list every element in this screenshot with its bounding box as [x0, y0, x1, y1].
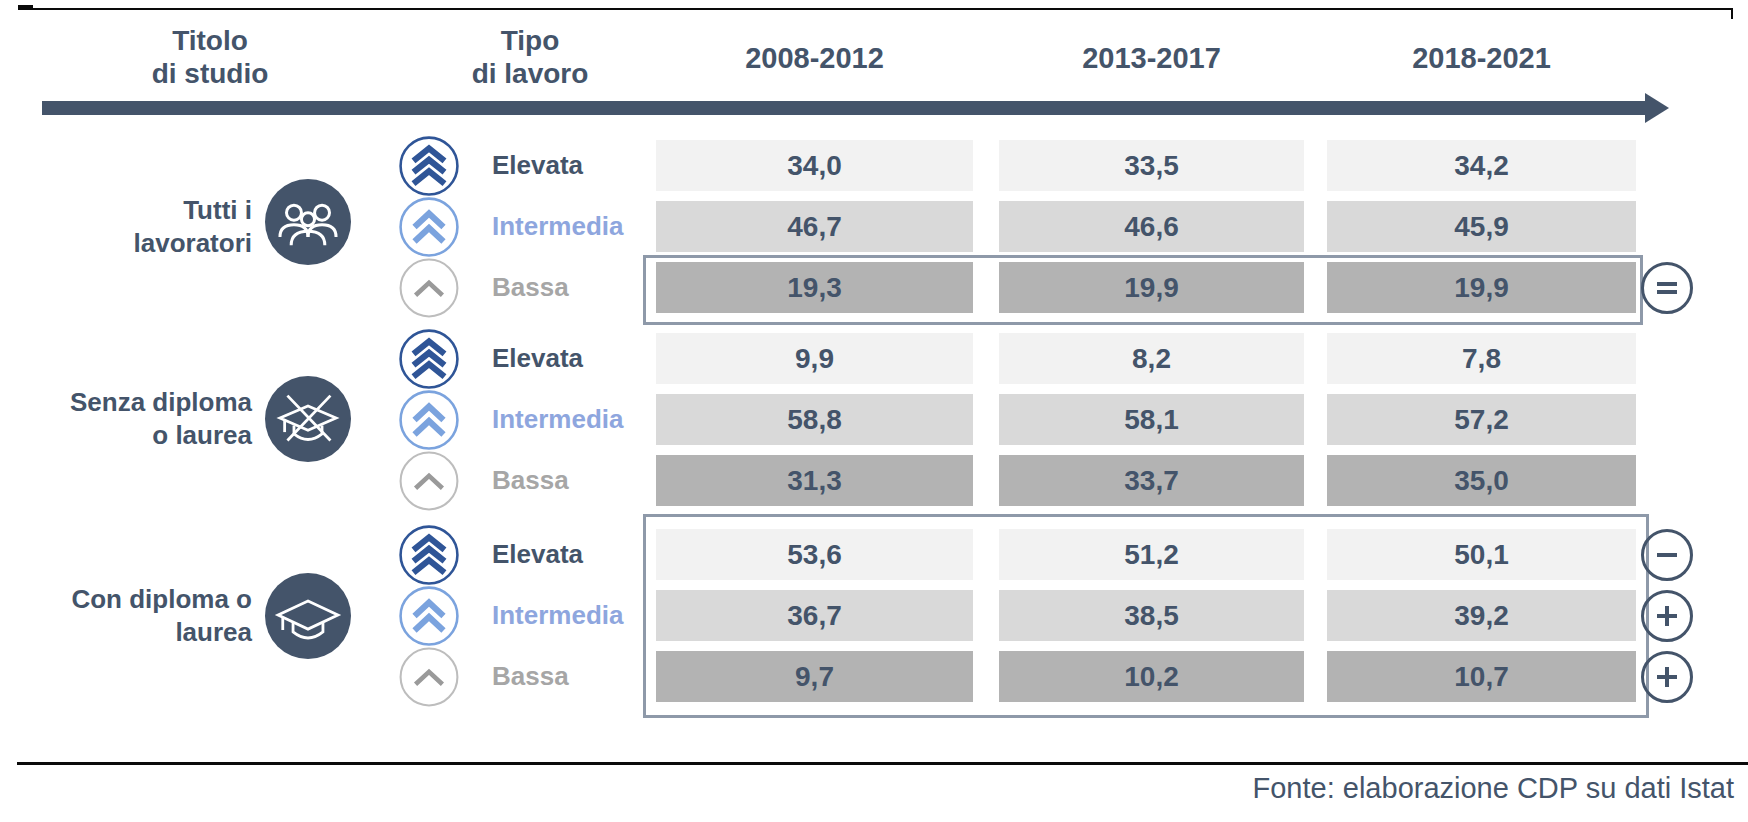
value-cell: 33,5 — [999, 140, 1304, 191]
value-cell: 57,2 — [1327, 394, 1636, 445]
all-workers-people-icon — [265, 179, 351, 265]
value-cell: 7,8 — [1327, 333, 1636, 384]
chevron-double-up-icon — [398, 389, 460, 451]
worktype-label-intermedia: Intermedia — [492, 201, 662, 252]
column-header-tipo-di-lavoro: Tipo di lavoro — [380, 24, 680, 90]
value-cell: 9,7 — [656, 651, 973, 702]
crossed-graduation-cap-icon — [265, 376, 351, 462]
value-cell: 9,9 — [656, 333, 973, 384]
timeline-arrow-bar — [42, 101, 1645, 115]
value-cell: 58,8 — [656, 394, 973, 445]
figure-canvas: Titolo di studio Tipo di lavoro 2008-201… — [0, 0, 1748, 822]
top-border-line — [33, 8, 1733, 10]
worktype-label-intermedia: Intermedia — [492, 590, 662, 641]
value-cell: 58,1 — [999, 394, 1304, 445]
value-cell: 19,3 — [656, 262, 973, 313]
equal-icon — [1641, 262, 1693, 314]
value-cell: 38,5 — [999, 590, 1304, 641]
chevron-triple-up-icon — [398, 135, 460, 197]
chevron-triple-up-icon — [398, 328, 460, 390]
group-label-tutti-i-lavoratori: Tutti i lavoratori — [20, 194, 252, 260]
group-label-senza-diploma: Senza diploma o laurea — [20, 386, 252, 452]
chevron-single-up-icon — [398, 646, 460, 708]
value-cell: 35,0 — [1327, 455, 1636, 506]
value-cell: 33,7 — [999, 455, 1304, 506]
value-cell: 34,0 — [656, 140, 973, 191]
column-header-titolo-di-studio: Titolo di studio — [60, 24, 360, 90]
period-header-3: 2018-2021 — [1327, 42, 1636, 75]
bottom-border-line — [17, 762, 1748, 765]
worktype-label-elevata: Elevata — [492, 529, 662, 580]
group-label-con-diploma: Con diploma o laurea — [20, 583, 252, 649]
value-cell: 10,2 — [999, 651, 1304, 702]
value-cell: 50,1 — [1327, 529, 1636, 580]
worktype-label-bassa: Bassa — [492, 262, 662, 313]
value-cell: 53,6 — [656, 529, 973, 580]
value-cell: 34,2 — [1327, 140, 1636, 191]
value-cell: 39,2 — [1327, 590, 1636, 641]
minus-icon — [1641, 529, 1693, 581]
chevron-single-up-icon — [398, 450, 460, 512]
value-cell: 19,9 — [1327, 262, 1636, 313]
value-cell: 51,2 — [999, 529, 1304, 580]
chevron-double-up-icon — [398, 585, 460, 647]
plus-icon — [1641, 590, 1693, 642]
worktype-label-elevata: Elevata — [492, 333, 662, 384]
value-cell: 19,9 — [999, 262, 1304, 313]
graduation-cap-icon — [265, 573, 351, 659]
worktype-label-bassa: Bassa — [492, 651, 662, 702]
value-cell: 31,3 — [656, 455, 973, 506]
worktype-label-elevata: Elevata — [492, 140, 662, 191]
chevron-triple-up-icon — [398, 524, 460, 586]
chevron-single-up-icon — [398, 257, 460, 319]
value-cell: 46,7 — [656, 201, 973, 252]
period-header-1: 2008-2012 — [656, 42, 973, 75]
value-cell: 46,6 — [999, 201, 1304, 252]
value-cell: 36,7 — [656, 590, 973, 641]
worktype-label-intermedia: Intermedia — [492, 394, 662, 445]
plus-icon — [1641, 651, 1693, 703]
timeline-arrow-head-icon — [1645, 93, 1669, 123]
chevron-double-up-icon — [398, 196, 460, 258]
top-left-dash — [18, 5, 33, 10]
value-cell: 10,7 — [1327, 651, 1636, 702]
source-note: Fonte: elaborazione CDP su dati Istat — [1253, 772, 1734, 805]
value-cell: 45,9 — [1327, 201, 1636, 252]
value-cell: 8,2 — [999, 333, 1304, 384]
worktype-label-bassa: Bassa — [492, 455, 662, 506]
top-right-tick — [1731, 8, 1733, 19]
period-header-2: 2013-2017 — [999, 42, 1304, 75]
